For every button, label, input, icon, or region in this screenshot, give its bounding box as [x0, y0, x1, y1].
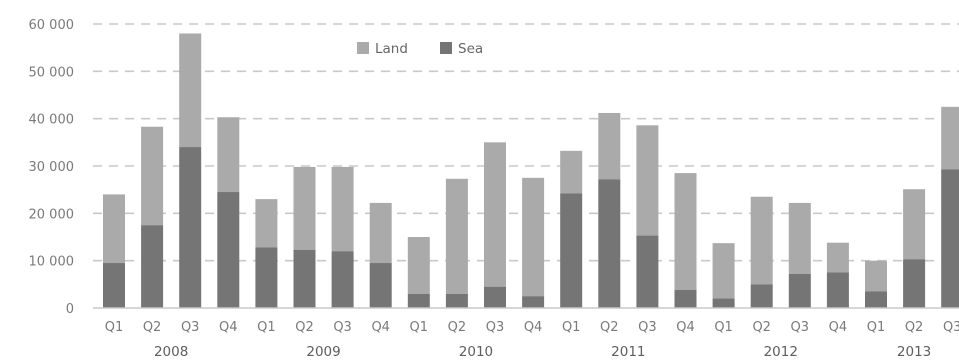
bar-land: [827, 243, 849, 273]
x-tick-label: Q2: [600, 320, 619, 335]
x-tick-label: Q2: [295, 320, 314, 335]
x-tick-label: Q1: [410, 320, 429, 335]
bar-land: [751, 197, 773, 285]
bar-land: [484, 142, 506, 286]
bar-land: [865, 261, 887, 292]
x-tick-label: Q1: [257, 320, 276, 335]
bar-sea: [789, 274, 811, 308]
bar-sea: [103, 263, 125, 308]
year-label: 2012: [764, 344, 798, 360]
bar-land: [332, 167, 354, 251]
year-labels: 2008 2009 2010 2011 2012 2013: [154, 344, 931, 360]
x-tick-label: Q2: [905, 320, 924, 335]
bar-sea: [560, 193, 582, 308]
x-tick-label: Q4: [676, 320, 695, 335]
x-tick-label: Q4: [829, 320, 848, 335]
bar-sea: [941, 169, 959, 308]
bar-land: [408, 237, 430, 294]
x-tick-label: Q1: [105, 320, 124, 335]
x-tick-label: Q1: [714, 320, 733, 335]
bar-sea: [598, 179, 620, 308]
year-label: 2013: [897, 344, 931, 360]
x-tick-label: Q3: [486, 320, 505, 335]
x-tick-label: Q3: [333, 320, 352, 335]
bar-sea: [865, 291, 887, 308]
bar-land: [370, 203, 392, 263]
bar-sea: [179, 147, 201, 308]
x-tick-label: Q4: [524, 320, 543, 335]
year-label: 2008: [154, 344, 188, 360]
legend-label-land: Land: [375, 41, 408, 57]
bar-land: [598, 113, 620, 179]
bar-land: [789, 203, 811, 274]
bar-sea: [408, 294, 430, 308]
bar-sea: [484, 287, 506, 308]
bar-sea: [332, 251, 354, 308]
x-tick-label: Q3: [943, 320, 959, 335]
bars: [103, 33, 959, 308]
bar-sea: [636, 236, 658, 308]
bar-sea: [217, 192, 239, 308]
y-axis-ticks: 0 10 000 20 000 30 000 40 000 50 000 60 000: [29, 18, 75, 317]
bar-sea: [370, 263, 392, 308]
year-label: 2011: [611, 344, 645, 360]
bar-land: [103, 194, 125, 263]
bar-land: [636, 125, 658, 235]
x-tick-label: Q3: [181, 320, 200, 335]
legend-swatch-sea: [440, 42, 452, 54]
bar-sea: [522, 296, 544, 308]
year-label: 2010: [459, 344, 493, 360]
y-tick-label: 30 000: [29, 160, 75, 175]
x-tick-label: Q1: [867, 320, 886, 335]
bar-land: [217, 117, 239, 192]
y-tick-label: 50 000: [29, 65, 75, 80]
bar-land: [713, 243, 735, 298]
bar-sea: [713, 299, 735, 308]
bar-sea: [141, 225, 163, 308]
y-tick-label: 20 000: [29, 207, 75, 222]
x-axis-ticks: Q1 Q2 Q3 Q4 Q1 Q2 Q3 Q4 Q1 Q2 Q3 Q4 Q1 Q2 Q3 Q4 Q1 Q2 Q3 Q4…: [105, 320, 959, 335]
x-tick-label: Q3: [638, 320, 657, 335]
bar-land: [560, 151, 582, 194]
bar-sea: [827, 273, 849, 309]
x-tick-label: Q4: [219, 320, 238, 335]
bar-land: [903, 189, 925, 259]
bar-land: [141, 127, 163, 225]
bar-sea: [255, 247, 277, 308]
bar-land: [179, 33, 201, 147]
x-tick-label: Q2: [448, 320, 467, 335]
x-tick-label: Q2: [752, 320, 771, 335]
bar-land: [255, 199, 277, 247]
y-tick-label: 60 000: [29, 18, 75, 33]
y-tick-label: 40 000: [29, 113, 75, 128]
bar-land: [675, 173, 697, 290]
bar-land: [294, 167, 316, 250]
legend-label-sea: Sea: [458, 41, 483, 57]
bar-sea: [751, 284, 773, 308]
y-tick-label: 0: [66, 302, 74, 317]
x-tick-label: Q1: [562, 320, 581, 335]
x-tick-label: Q2: [143, 320, 162, 335]
bar-land: [522, 178, 544, 296]
x-tick-label: Q3: [791, 320, 810, 335]
bar-sea: [675, 290, 697, 308]
bar-sea: [903, 259, 925, 308]
x-tick-label: Q4: [371, 320, 390, 335]
bar-land: [446, 179, 468, 294]
bar-land: [941, 107, 959, 169]
legend: Land Sea: [357, 41, 483, 57]
legend-swatch-land: [357, 42, 369, 54]
y-tick-label: 10 000: [29, 255, 75, 270]
bar-sea: [446, 294, 468, 308]
year-label: 2009: [306, 344, 340, 360]
bar-sea: [294, 250, 316, 308]
